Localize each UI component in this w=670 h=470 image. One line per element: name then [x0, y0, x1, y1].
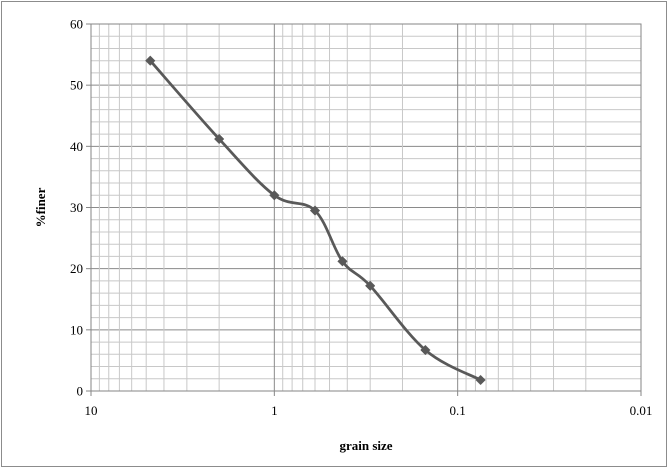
data-point-marker [337, 256, 348, 267]
data-point-marker [213, 133, 225, 145]
data-point-marker [365, 280, 376, 291]
y-tick-label: 0 [77, 384, 84, 399]
data-point-marker [269, 190, 280, 201]
y-tick-label: 30 [70, 200, 83, 215]
y-tick-label: 10 [70, 322, 83, 337]
data-point-marker [420, 344, 431, 356]
x-axis-ticks: 10 1 0.1 0.01 [85, 391, 653, 418]
x-tick-label: 10 [85, 403, 98, 418]
y-tick-label: 40 [70, 139, 83, 154]
y-tick-label: 60 [70, 17, 83, 32]
y-axis-title: %finer [33, 187, 48, 227]
series-group [145, 55, 486, 386]
y-tick-label: 20 [70, 261, 83, 276]
gridlines [91, 23, 642, 392]
x-tick-label: 0.01 [630, 403, 653, 418]
data-point-marker [475, 374, 486, 386]
y-axis-ticks: 0 10 20 30 40 50 60 [70, 17, 91, 399]
data-point-marker [145, 55, 156, 66]
data-point-marker [309, 205, 321, 216]
x-axis-title: grain size [339, 438, 392, 453]
x-tick-label: 1 [271, 403, 278, 418]
x-tick-label: 0.1 [450, 403, 466, 418]
y-tick-label: 50 [70, 78, 83, 93]
